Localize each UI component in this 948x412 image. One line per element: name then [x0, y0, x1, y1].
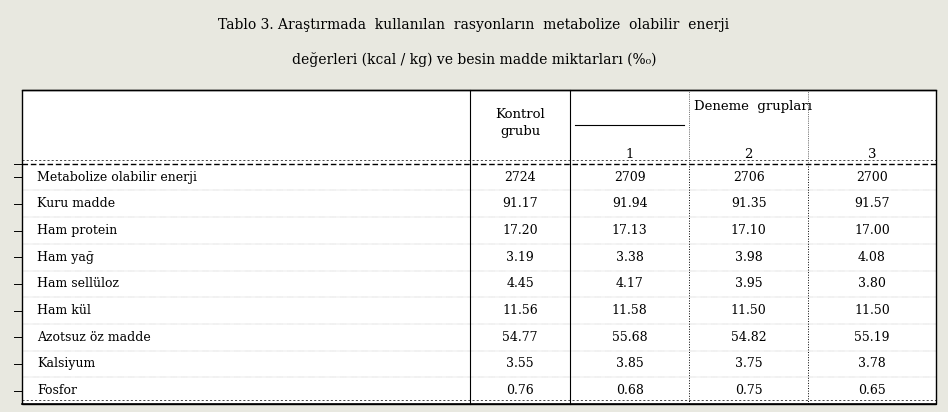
- Text: 2: 2: [744, 148, 753, 161]
- Text: 17.00: 17.00: [854, 224, 890, 237]
- Text: Ham kül: Ham kül: [37, 304, 91, 317]
- Text: 3.19: 3.19: [506, 251, 534, 264]
- Text: 2709: 2709: [614, 171, 646, 184]
- Text: 3.85: 3.85: [616, 358, 644, 370]
- Text: 0.68: 0.68: [616, 384, 644, 397]
- Text: 0.75: 0.75: [735, 384, 762, 397]
- Text: Fosfor: Fosfor: [37, 384, 77, 397]
- Text: 3.38: 3.38: [616, 251, 644, 264]
- Text: 54.82: 54.82: [731, 331, 766, 344]
- Text: 3.55: 3.55: [506, 358, 534, 370]
- Text: 91.35: 91.35: [731, 197, 766, 210]
- Text: Kontrol
grubu: Kontrol grubu: [495, 108, 545, 138]
- Bar: [22, 90, 936, 404]
- Text: 4.17: 4.17: [616, 277, 644, 290]
- Text: 91.17: 91.17: [502, 197, 538, 210]
- Text: Kalsiyum: Kalsiyum: [37, 358, 95, 370]
- Text: 54.77: 54.77: [502, 331, 538, 344]
- Text: 2700: 2700: [856, 171, 888, 184]
- Text: 4.45: 4.45: [506, 277, 534, 290]
- Text: 11.56: 11.56: [502, 304, 538, 317]
- Text: 17.20: 17.20: [502, 224, 538, 237]
- Text: 3.95: 3.95: [735, 277, 762, 290]
- Text: Ham sellüloz: Ham sellüloz: [37, 277, 119, 290]
- Text: 4.08: 4.08: [858, 251, 886, 264]
- Text: 3.75: 3.75: [735, 358, 762, 370]
- Text: 55.19: 55.19: [854, 331, 890, 344]
- Text: 55.68: 55.68: [612, 331, 647, 344]
- Text: 91.57: 91.57: [854, 197, 890, 210]
- Text: 3: 3: [867, 148, 876, 161]
- Text: 17.13: 17.13: [612, 224, 647, 237]
- Text: 17.10: 17.10: [731, 224, 767, 237]
- Text: Tablo 3. Araştırmada  kullanılan  rasyonların  metabolize  olabilir  enerji: Tablo 3. Araştırmada kullanılan rasyonla…: [218, 18, 730, 32]
- Text: 0.65: 0.65: [858, 384, 885, 397]
- Text: 11.58: 11.58: [612, 304, 647, 317]
- Text: Ham yağ: Ham yağ: [37, 251, 94, 264]
- Text: Metabolize olabilir enerji: Metabolize olabilir enerji: [37, 171, 197, 184]
- Text: 3.78: 3.78: [858, 358, 885, 370]
- Text: 2706: 2706: [733, 171, 764, 184]
- Text: Azotsuz öz madde: Azotsuz öz madde: [37, 331, 151, 344]
- Text: 2724: 2724: [504, 171, 536, 184]
- Text: 91.94: 91.94: [612, 197, 647, 210]
- Text: Kuru madde: Kuru madde: [37, 197, 115, 210]
- Text: 3.98: 3.98: [735, 251, 762, 264]
- Text: 3.80: 3.80: [858, 277, 886, 290]
- Text: 11.50: 11.50: [854, 304, 890, 317]
- Text: 1: 1: [626, 148, 634, 161]
- Text: değerleri (kcal / kg) ve besin madde miktarları (%₀): değerleri (kcal / kg) ve besin madde mik…: [292, 52, 656, 67]
- Text: 11.50: 11.50: [731, 304, 767, 317]
- Text: Deneme  grupları: Deneme grupları: [694, 100, 812, 113]
- Text: Ham protein: Ham protein: [37, 224, 118, 237]
- Text: 0.76: 0.76: [506, 384, 534, 397]
